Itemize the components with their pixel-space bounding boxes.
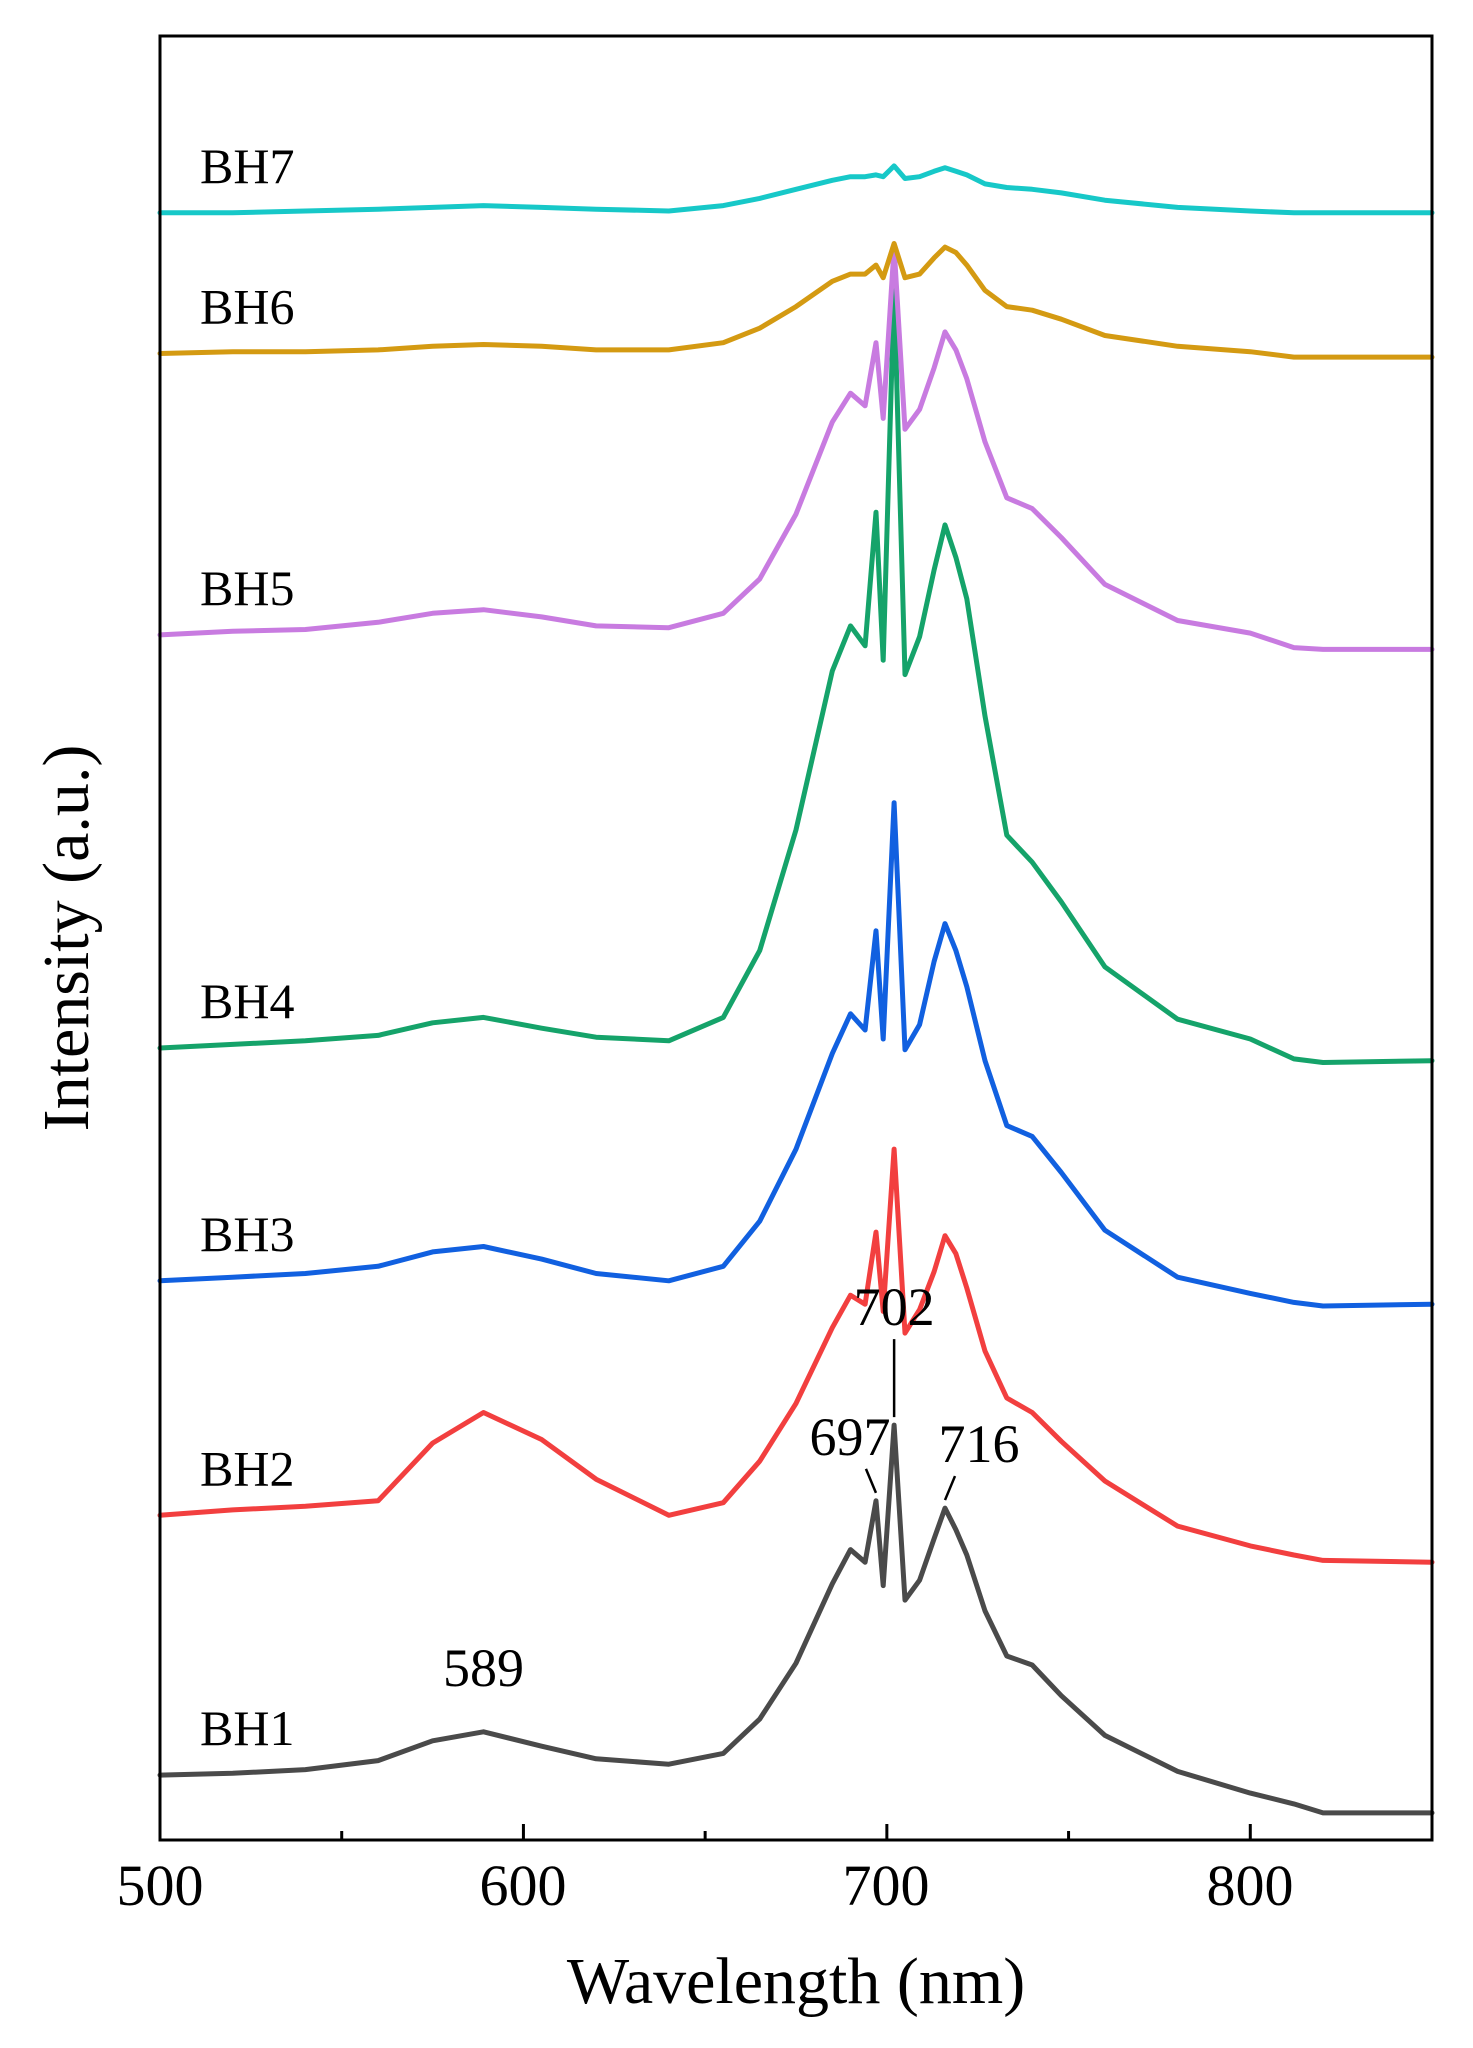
series-line-bh4 xyxy=(157,286,1435,1065)
x-tick-label-500: 500 xyxy=(117,1853,204,1918)
peak-label-589: 589 xyxy=(443,1638,524,1698)
series-line-bh6 xyxy=(157,241,1435,360)
series-label-bh7: BH7 xyxy=(200,138,294,194)
peak-leader-716 xyxy=(943,1475,957,1501)
series-line-bh1 xyxy=(157,1422,1435,1816)
peak-leader-697 xyxy=(864,1468,878,1494)
series-label-bh5: BH5 xyxy=(200,560,294,616)
series-line-bh3 xyxy=(157,800,1435,1309)
tick-group xyxy=(158,1824,1434,1840)
series-label-group: BH1 BH2 BH3 BH4 BH5 BH6 BH7 xyxy=(200,138,294,1756)
series-line-bh2 xyxy=(157,1146,1435,1565)
series-line-bh5 xyxy=(157,244,1435,652)
series-line-bh7 xyxy=(157,163,1435,216)
x-tick-label-600: 600 xyxy=(480,1853,567,1918)
series-label-bh6: BH6 xyxy=(200,279,294,335)
series-label-bh2: BH2 xyxy=(200,1440,294,1496)
x-tick-label-800: 800 xyxy=(1207,1853,1294,1918)
peak-label-716: 716 xyxy=(939,1414,1020,1474)
x-tick-label-700: 700 xyxy=(843,1853,930,1918)
series-label-bh3: BH3 xyxy=(200,1206,294,1262)
plot-frame xyxy=(158,34,1434,1842)
series-label-bh1: BH1 xyxy=(200,1700,294,1756)
peak-label-697: 697 xyxy=(809,1407,890,1467)
plot-area xyxy=(157,163,1435,1816)
peak-label-702: 702 xyxy=(854,1277,935,1337)
y-axis-title: Intensity (a.u.) xyxy=(30,745,103,1132)
x-axis-title: Wavelength (nm) xyxy=(567,1945,1025,2018)
series-label-bh4: BH4 xyxy=(200,973,294,1029)
annotation-group: 589 697 702 716 xyxy=(443,1277,1020,1698)
